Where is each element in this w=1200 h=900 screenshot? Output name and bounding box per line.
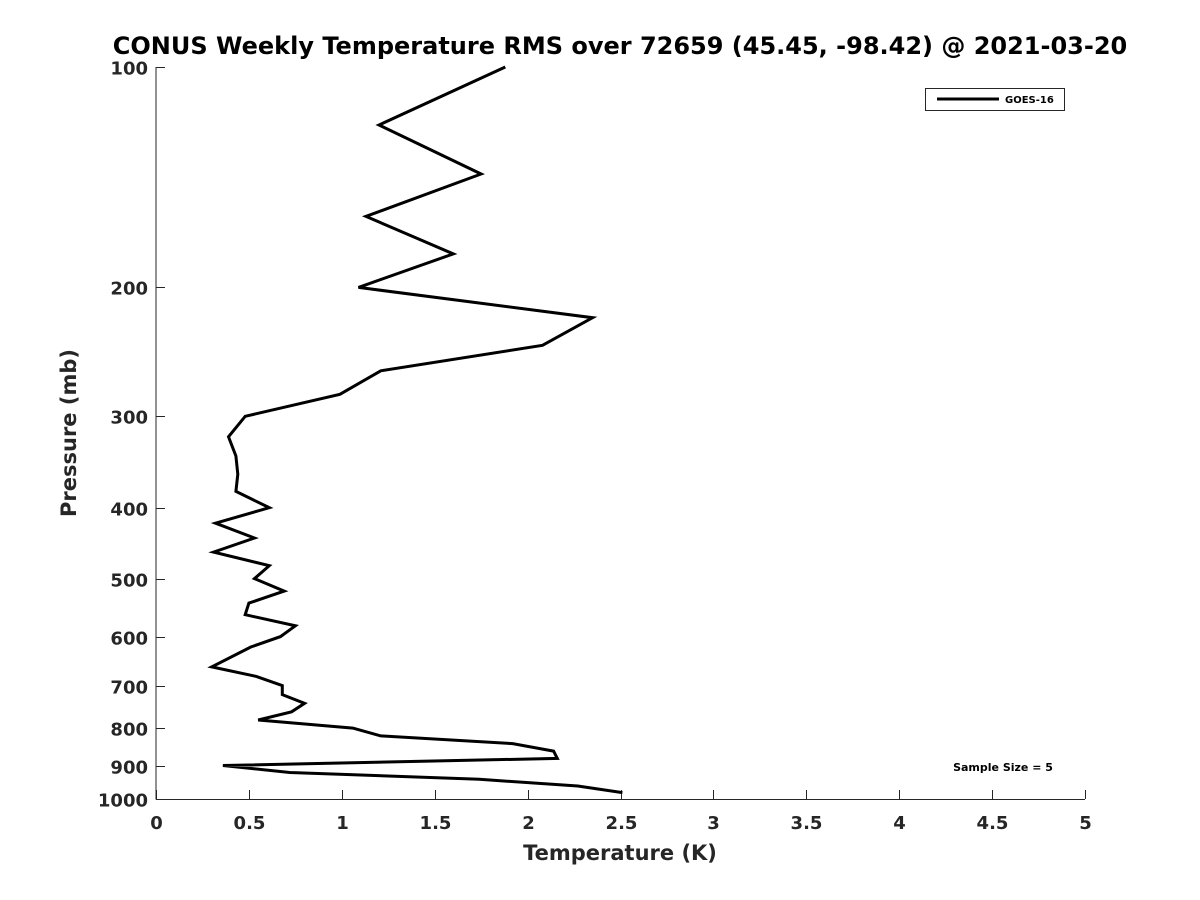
y-tick-label: 1000 bbox=[98, 791, 148, 812]
y-tick-label: 300 bbox=[110, 408, 148, 429]
y-tick-label: 400 bbox=[110, 500, 148, 521]
y-tick-label: 700 bbox=[110, 678, 148, 699]
legend-entry-goes-16: GOES-16 bbox=[1005, 95, 1054, 106]
axes: 0 0.5 1 1.5 2 2.5 3 3.5 4 4.5 5 100 200 300 400 500 600 7… bbox=[98, 59, 1092, 835]
y-axis-label: Pressure (mb) bbox=[57, 349, 81, 517]
sample-size-annotation: Sample Size = 5 bbox=[953, 761, 1053, 774]
x-tick-label: 0.5 bbox=[234, 813, 266, 834]
x-tick-label: 3.5 bbox=[791, 813, 823, 834]
x-tick-label: 0 bbox=[150, 813, 163, 834]
chart-title: CONUS Weekly Temperature RMS over 72659 … bbox=[113, 32, 1127, 60]
x-tick-label: 2.5 bbox=[606, 813, 638, 834]
x-axis-label: Temperature (K) bbox=[523, 841, 717, 865]
x-tick-label: 1 bbox=[336, 813, 349, 834]
y-tick-label: 500 bbox=[110, 571, 148, 592]
x-tick-label: 4 bbox=[893, 813, 906, 834]
y-tick-label: 900 bbox=[110, 758, 148, 779]
x-tick-label: 3 bbox=[707, 813, 720, 834]
legend: GOES-16 bbox=[925, 88, 1065, 111]
y-tick-label: 800 bbox=[110, 720, 148, 741]
x-tick-label: 5 bbox=[1079, 813, 1092, 834]
y-tick-label: 600 bbox=[110, 629, 148, 650]
x-tick-label: 4.5 bbox=[977, 813, 1009, 834]
series-line-goes-16 bbox=[207, 65, 623, 795]
y-tick-label: 200 bbox=[110, 279, 148, 300]
y-tick-label: 100 bbox=[110, 59, 148, 80]
x-tick-label: 2 bbox=[522, 813, 535, 834]
x-tick-label: 1.5 bbox=[420, 813, 452, 834]
